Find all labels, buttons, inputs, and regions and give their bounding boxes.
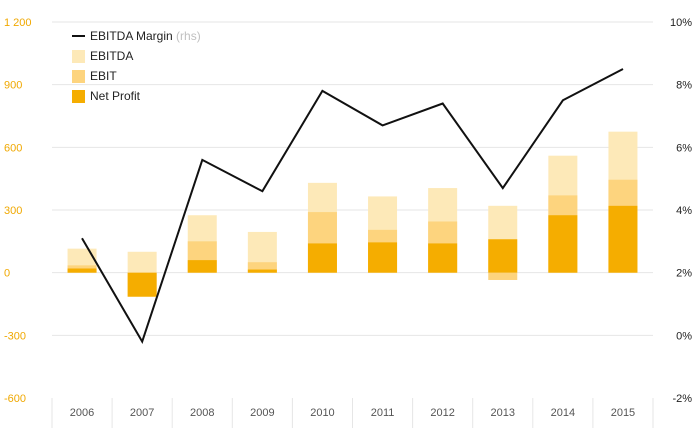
bar-net-profit xyxy=(67,268,97,273)
legend-label-ebitda: EBITDA xyxy=(90,49,133,63)
left-axis: -600 -300 0 300 600 900 1 200 xyxy=(4,17,32,405)
bar-ebit xyxy=(247,262,277,273)
legend-label-net-profit: Net Profit xyxy=(90,89,141,103)
left-tick-label: 0 xyxy=(4,268,10,280)
x-tick-label: 2011 xyxy=(371,407,395,419)
bar-net-profit xyxy=(428,243,458,273)
x-axis: 2006 2007 2008 2009 2010 2011 2012 2013 2014 2015 xyxy=(70,407,635,419)
legend-swatch-ebit xyxy=(72,70,85,83)
x-tick-label: 2006 xyxy=(70,407,94,419)
bars xyxy=(67,131,638,297)
left-tick-label: -300 xyxy=(4,330,26,342)
legend-label-ebitda-margin: EBITDA Margin (rhs) xyxy=(90,29,201,43)
x-tick-label: 2013 xyxy=(491,407,515,419)
right-tick-label: 8% xyxy=(676,80,692,92)
bar-net-profit xyxy=(488,239,518,273)
right-tick-label: 6% xyxy=(676,142,692,154)
bar-net-profit xyxy=(608,205,638,273)
x-tick-label: 2007 xyxy=(130,407,154,419)
margin-line xyxy=(81,68,624,345)
right-tick-label: 0% xyxy=(676,330,692,342)
legend-series-name: EBITDA Margin xyxy=(90,29,173,43)
x-tick-label: 2009 xyxy=(250,407,274,419)
left-tick-label: -600 xyxy=(4,393,26,405)
legend-swatch-ebitda xyxy=(72,50,85,63)
x-tick-label: 2015 xyxy=(611,407,635,419)
x-tick-label: 2010 xyxy=(310,407,334,419)
bar-net-profit xyxy=(307,243,337,273)
right-tick-label: -2% xyxy=(672,393,692,405)
legend-swatch-net-profit xyxy=(72,90,85,103)
left-tick-label: 900 xyxy=(4,80,22,92)
legend-series-name: Net Profit xyxy=(90,89,141,103)
legend-series-name: EBITDA xyxy=(90,49,133,63)
x-tick-label: 2014 xyxy=(551,407,575,419)
bar-net-profit xyxy=(127,272,157,297)
bar-net-profit xyxy=(247,269,277,273)
right-tick-label: 10% xyxy=(670,17,692,29)
legend-series-name: EBIT xyxy=(90,69,117,83)
left-tick-label: 1 200 xyxy=(4,17,32,29)
legend-label-ebit: EBIT xyxy=(90,69,117,83)
legend-rhs-note: (rhs) xyxy=(173,29,201,43)
line-ebitda-margin xyxy=(81,68,624,345)
legend: EBITDA Margin (rhs) EBITDA EBIT Net Profit xyxy=(72,29,201,103)
x-tick-label: 2012 xyxy=(430,407,454,419)
bar-net-profit xyxy=(187,260,217,273)
right-axis: -2% 0% 2% 4% 6% 8% 10% xyxy=(670,17,692,405)
x-tick-label: 2008 xyxy=(190,407,214,419)
left-tick-label: 300 xyxy=(4,205,22,217)
bar-ebitda xyxy=(127,251,157,273)
bar-net-profit xyxy=(368,242,398,273)
right-tick-label: 2% xyxy=(676,268,692,280)
bar-net-profit xyxy=(548,215,578,273)
left-tick-label: 600 xyxy=(4,142,22,154)
bar-ebit xyxy=(488,272,518,280)
right-tick-label: 4% xyxy=(676,205,692,217)
